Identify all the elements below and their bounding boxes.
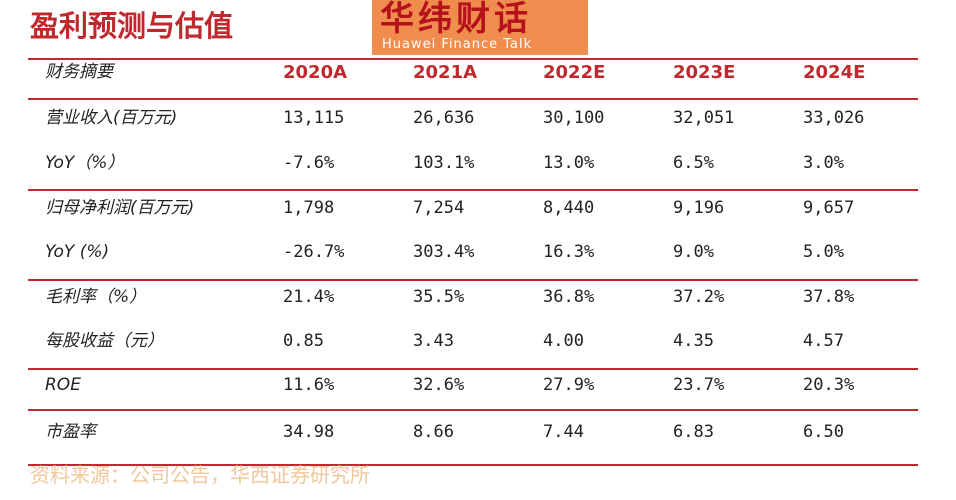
header-cell: 财务摘要 (45, 62, 113, 82)
cell: 20.3% (803, 375, 855, 395)
cell: 9.0% (673, 242, 714, 262)
cell: 35.5% (413, 287, 465, 307)
cell: 33,026 (803, 108, 865, 128)
cell: 37.2% (673, 287, 725, 307)
header-cell: 2021A (413, 62, 478, 83)
cell: 26,636 (413, 108, 475, 128)
cell: 103.1% (413, 153, 475, 173)
rule (28, 58, 918, 60)
rule (28, 368, 918, 370)
cell: 13,115 (283, 108, 345, 128)
cell: 16.3% (543, 242, 595, 262)
row-label: ROE (45, 375, 81, 395)
cell: 8,440 (543, 198, 595, 218)
cell: -26.7% (283, 242, 345, 262)
rule (28, 279, 918, 281)
cell: 6.5% (673, 153, 714, 173)
header-cell: 2024E (803, 62, 866, 83)
cell: 7.44 (543, 422, 584, 442)
title: 盈利预测与估值 (30, 9, 234, 43)
cell: 3.43 (413, 331, 454, 351)
rule (28, 464, 918, 466)
cell: 6.83 (673, 422, 714, 442)
cell: 9,196 (673, 198, 725, 218)
cell: 5.0% (803, 242, 844, 262)
cell: 6.50 (803, 422, 844, 442)
cell: 303.4% (413, 242, 475, 262)
cell: 27.9% (543, 375, 595, 395)
rule (28, 409, 918, 411)
logo: 华纬财话 Huawei Finance Talk (372, 0, 588, 55)
rule (28, 189, 918, 191)
cell: 9,657 (803, 198, 855, 218)
cell: 21.4% (283, 287, 335, 307)
cell: 4.00 (543, 331, 584, 351)
cell: 23.7% (673, 375, 725, 395)
row-label: 市盈率 (45, 422, 96, 442)
row-label: 营业收入(百万元) (45, 108, 178, 128)
cell: 34.98 (283, 422, 335, 442)
row-label: 每股收益（元） (45, 331, 164, 351)
cell: 8.66 (413, 422, 454, 442)
cell: 0.85 (283, 331, 324, 351)
cell: -7.6% (283, 153, 335, 173)
cell: 32.6% (413, 375, 465, 395)
logo-subtitle: Huawei Finance Talk (382, 37, 533, 52)
cell: 13.0% (543, 153, 595, 173)
logo-name: 华纬财话 (380, 0, 532, 39)
rule (28, 98, 918, 100)
cell: 7,254 (413, 198, 465, 218)
cell: 30,100 (543, 108, 605, 128)
cell: 3.0% (803, 153, 844, 173)
header-cell: 2023E (673, 62, 736, 83)
row-label: 毛利率（%） (45, 287, 147, 307)
row-label: YoY (%) (45, 242, 110, 262)
header-cell: 2022E (543, 62, 606, 83)
header-cell: 2020A (283, 62, 348, 83)
cell: 1,798 (283, 198, 335, 218)
row-label: YoY（%） (45, 153, 125, 173)
cell: 32,051 (673, 108, 735, 128)
source: 资料来源：公司公告，华西证券研究所 (30, 463, 370, 487)
row-label: 归母净利润(百万元) (45, 198, 195, 218)
cell: 36.8% (543, 287, 595, 307)
cell: 37.8% (803, 287, 855, 307)
cell: 11.6% (283, 375, 335, 395)
cell: 4.57 (803, 331, 844, 351)
cell: 4.35 (673, 331, 714, 351)
